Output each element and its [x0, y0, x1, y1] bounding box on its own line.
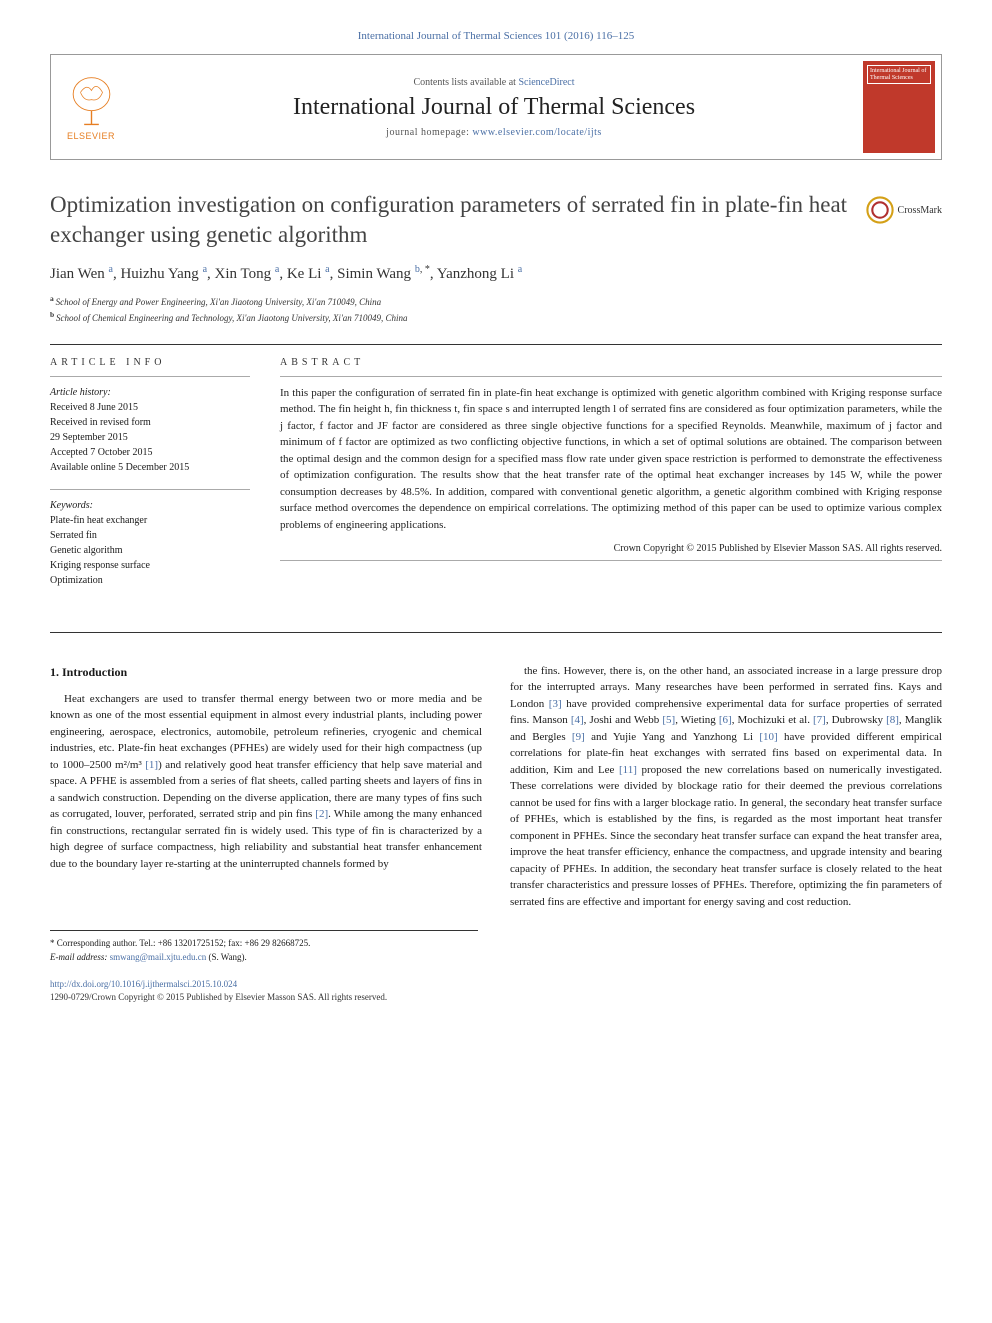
info-sep — [50, 376, 250, 377]
reference-link[interactable]: [7] — [813, 714, 826, 726]
keyword: Serrated fin — [50, 528, 250, 543]
reference-link[interactable]: [1] — [145, 759, 158, 771]
elsevier-logo: ELSEVIER — [51, 64, 131, 151]
journal-header: ELSEVIER Contents lists available at Sci… — [50, 54, 942, 160]
history-line: 29 September 2015 — [50, 430, 250, 445]
affiliations: a School of Energy and Power Engineering… — [50, 293, 942, 326]
info-sep — [280, 376, 942, 377]
intro-para-2: the fins. However, there is, on the othe… — [510, 663, 942, 911]
section-heading: 1. Introduction — [50, 663, 482, 681]
footer: http://dx.doi.org/10.1016/j.ijthermalsci… — [50, 978, 942, 1003]
crossmark-badge[interactable]: CrossMark — [866, 196, 942, 224]
elsevier-tree-icon — [64, 74, 119, 129]
corresponding-author: * Corresponding author. Tel.: +86 132017… — [50, 930, 478, 964]
abstract-label: ABSTRACT — [280, 357, 942, 368]
journal-cover-thumbnail: International Journal of Thermal Science… — [863, 61, 935, 153]
email-name: (S. Wang). — [208, 952, 246, 962]
affiliation-sup: a — [203, 264, 207, 275]
crossmark-label: CrossMark — [898, 205, 942, 216]
contents-prefix: Contents lists available at — [413, 77, 518, 88]
corresponding-star: , * — [420, 264, 430, 275]
affiliation-line: b School of Chemical Engineering and Tec… — [50, 309, 942, 326]
intro-para-1: Heat exchangers are used to transfer the… — [50, 691, 482, 873]
issn-line: 1290-0729/Crown Copyright © 2015 Publish… — [50, 992, 387, 1002]
body-columns: 1. Introduction Heat exchangers are used… — [50, 663, 942, 911]
reference-link[interactable]: [4] — [571, 714, 584, 726]
keyword: Optimization — [50, 573, 250, 588]
reference-link[interactable]: [8] — [886, 714, 899, 726]
doi-link[interactable]: http://dx.doi.org/10.1016/j.ijthermalsci… — [50, 979, 237, 989]
abstract-text: In this paper the configuration of serra… — [280, 385, 942, 534]
history-line: Received in revised form — [50, 415, 250, 430]
author-list: Jian Wen a, Huizhu Yang a, Xin Tong a, K… — [50, 264, 942, 283]
top-citation: International Journal of Thermal Science… — [50, 30, 942, 42]
keywords-label: Keywords: — [50, 498, 250, 513]
crossmark-icon — [866, 196, 894, 224]
reference-link[interactable]: [9] — [572, 731, 585, 743]
article-title: Optimization investigation on configurat… — [50, 190, 850, 250]
elsevier-label: ELSEVIER — [67, 131, 115, 141]
info-sep — [50, 489, 250, 490]
reference-link[interactable]: [5] — [662, 714, 675, 726]
keyword: Kriging response surface — [50, 558, 250, 573]
abstract-copyright: Crown Copyright © 2015 Published by Else… — [280, 543, 942, 554]
history-line: Received 8 June 2015 — [50, 400, 250, 415]
body-col-right: the fins. However, there is, on the othe… — [510, 663, 942, 911]
author: Xin Tong a — [215, 266, 280, 282]
affiliation-sup: a — [109, 264, 113, 275]
homepage-prefix: journal homepage: — [386, 127, 472, 138]
article-info-label: ARTICLE INFO — [50, 357, 250, 368]
author: Jian Wen a — [50, 266, 113, 282]
title-row: Optimization investigation on configurat… — [50, 190, 942, 250]
info-abstract-row: ARTICLE INFO Article history: Received 8… — [50, 357, 942, 602]
cover-title: International Journal of Thermal Science… — [867, 65, 931, 84]
article-history: Article history: Received 8 June 2015Rec… — [50, 385, 250, 475]
keyword: Genetic algorithm — [50, 543, 250, 558]
corresponding-email-link[interactable]: smwang@mail.xjtu.edu.cn — [110, 952, 207, 962]
email-label: E-mail address: — [50, 952, 107, 962]
homepage-link[interactable]: www.elsevier.com/locate/ijts — [472, 127, 601, 138]
journal-name: International Journal of Thermal Science… — [131, 94, 857, 121]
author: Huizhu Yang a — [120, 266, 207, 282]
contents-line: Contents lists available at ScienceDirec… — [131, 77, 857, 88]
author: Ke Li a — [287, 266, 330, 282]
reference-link[interactable]: [2] — [315, 808, 328, 820]
reference-link[interactable]: [10] — [759, 731, 777, 743]
history-line: Accepted 7 October 2015 — [50, 445, 250, 460]
abstract-column: ABSTRACT In this paper the configuration… — [280, 357, 942, 602]
affiliation-line: a School of Energy and Power Engineering… — [50, 293, 942, 310]
author: Simin Wang b, * — [337, 266, 430, 282]
corresponding-label: * Corresponding author. Tel.: +86 132017… — [50, 937, 478, 951]
keywords-block: Keywords: Plate-fin heat exchangerSerrat… — [50, 498, 250, 588]
affiliation-sup: a — [275, 264, 279, 275]
affiliation-sup: a — [518, 264, 522, 275]
body-col-left: 1. Introduction Heat exchangers are used… — [50, 663, 482, 911]
history-label: Article history: — [50, 385, 250, 400]
divider — [50, 344, 942, 345]
keyword: Plate-fin heat exchanger — [50, 513, 250, 528]
reference-link[interactable]: [11] — [619, 764, 637, 776]
reference-link[interactable]: [6] — [719, 714, 732, 726]
info-sep — [280, 560, 942, 561]
divider — [50, 632, 942, 633]
homepage-line: journal homepage: www.elsevier.com/locat… — [131, 127, 857, 138]
sciencedirect-link[interactable]: ScienceDirect — [518, 77, 574, 88]
reference-link[interactable]: [3] — [549, 698, 562, 710]
affiliation-sup: a — [325, 264, 329, 275]
history-line: Available online 5 December 2015 — [50, 460, 250, 475]
article-info: ARTICLE INFO Article history: Received 8… — [50, 357, 250, 602]
author: Yanzhong Li a — [437, 266, 522, 282]
header-center: Contents lists available at ScienceDirec… — [131, 69, 857, 146]
